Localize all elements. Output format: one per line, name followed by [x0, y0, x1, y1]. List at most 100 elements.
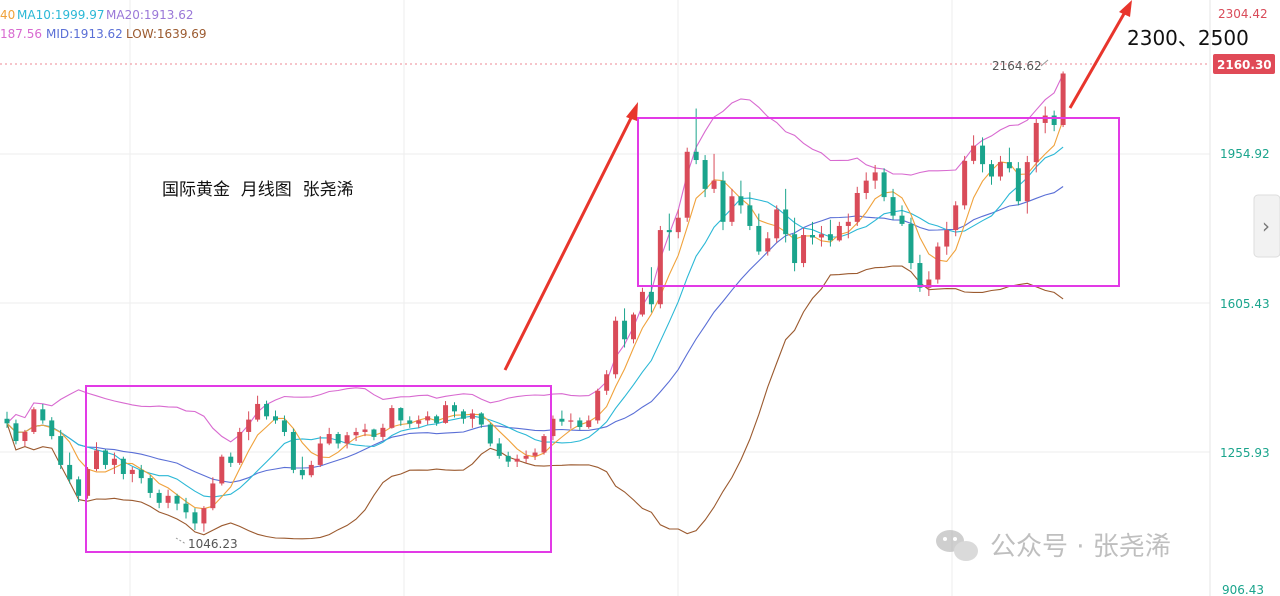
candle-body: [980, 145, 986, 165]
candle-body: [281, 420, 287, 432]
candle: [398, 407, 404, 426]
boll-low-label: LOW:1639.69: [126, 27, 207, 41]
candle-body: [389, 408, 395, 428]
candle-body: [953, 205, 959, 231]
candle: [935, 242, 941, 284]
candle: [872, 164, 878, 189]
candle-body: [371, 429, 377, 437]
candle-body: [192, 512, 198, 524]
candle: [67, 452, 73, 484]
candle: [102, 449, 108, 470]
candle: [971, 135, 977, 165]
candle: [657, 225, 663, 309]
consolidation-box-low: [85, 385, 552, 553]
vertical-grid: [129, 0, 953, 596]
candle-body: [111, 458, 117, 465]
candle: [201, 506, 207, 532]
candle: [76, 476, 82, 503]
candle: [666, 213, 672, 251]
candle-body: [818, 234, 824, 238]
candle: [989, 160, 994, 185]
candle: [622, 308, 628, 348]
price-label-2: 1954.92: [1220, 147, 1270, 161]
candle: [1042, 106, 1048, 134]
candle-body: [765, 238, 771, 252]
candle: [40, 403, 46, 424]
candle-body: [756, 225, 762, 252]
candle: [604, 370, 610, 395]
chart-title: 国际黄金 月线图 张尧浠: [162, 180, 354, 200]
candle-body: [613, 320, 619, 375]
candle-body: [165, 495, 171, 503]
candle: [550, 415, 556, 441]
candle-body: [228, 456, 234, 463]
candle-body: [514, 458, 520, 462]
candle-body: [317, 443, 323, 465]
candle: [317, 436, 323, 467]
candle-body: [801, 235, 807, 264]
candle: [1033, 118, 1039, 173]
candle: [452, 402, 457, 418]
candle: [219, 454, 225, 486]
candlesticks: [4, 71, 1066, 532]
candle: [85, 466, 91, 499]
candle: [487, 422, 493, 447]
candle-body: [523, 455, 529, 459]
high-price-label: 2164.62: [992, 59, 1042, 73]
candle-body: [827, 234, 833, 241]
candle-body: [908, 223, 914, 264]
candle: [810, 221, 815, 245]
candle: [4, 411, 10, 428]
candle: [138, 464, 144, 484]
candle-body: [845, 221, 851, 226]
candle: [523, 450, 529, 463]
trend-arrow-2: [1068, 0, 1132, 109]
candle-body: [872, 172, 878, 181]
candle: [926, 271, 932, 296]
candle-body: [622, 320, 628, 340]
candle: [255, 395, 261, 422]
candle-body: [639, 291, 645, 315]
candle-body: [568, 420, 574, 422]
candle: [237, 427, 243, 465]
candle-body: [201, 508, 207, 524]
candle: [962, 155, 968, 210]
candle-body: [398, 408, 404, 421]
candle: [944, 221, 950, 255]
candle-body: [541, 436, 547, 453]
candle: [792, 217, 798, 272]
candle-body: [648, 291, 654, 305]
candle-body: [425, 416, 431, 421]
candle-body: [85, 469, 91, 496]
candle-body: [102, 450, 108, 465]
next-page-button[interactable]: ›: [1253, 194, 1280, 258]
ma10-label: MA10:1999.97: [17, 8, 105, 22]
candle-body: [49, 420, 55, 437]
candle-body: [183, 503, 189, 513]
candle-body: [684, 151, 690, 218]
candle: [210, 477, 216, 511]
candle: [156, 489, 162, 509]
candle-body: [138, 469, 144, 479]
candle: [595, 388, 601, 424]
candle-body: [174, 495, 180, 504]
candle-body: [94, 450, 99, 470]
candle: [129, 466, 135, 483]
candle: [953, 201, 959, 237]
indicator-lines: [6, 73, 1064, 540]
candle-body: [720, 180, 726, 222]
candle: [890, 188, 896, 220]
candle-body: [1060, 73, 1066, 126]
high-marker-line: [1040, 59, 1049, 67]
candle-body: [586, 420, 592, 428]
candle-body: [971, 145, 977, 161]
candle-body: [505, 455, 511, 462]
ma20-label: MA20:1913.62: [106, 8, 194, 22]
chevron-right-icon: ›: [1262, 214, 1270, 238]
candle: [729, 188, 735, 226]
candle: [675, 209, 681, 239]
candle: [818, 225, 824, 247]
candle-body: [353, 431, 359, 436]
candle: [899, 205, 905, 226]
candle-body: [496, 443, 502, 456]
